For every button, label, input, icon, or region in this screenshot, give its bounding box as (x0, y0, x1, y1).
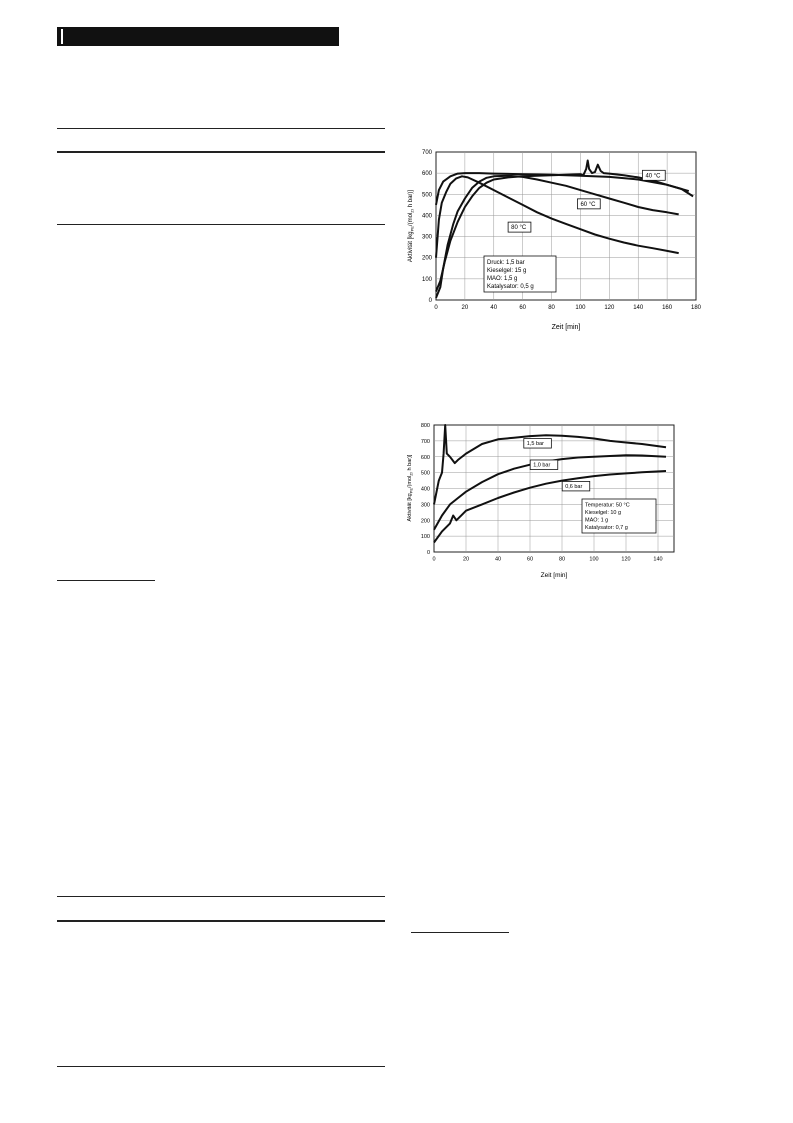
y-tick-label: 600 (422, 171, 433, 177)
y-tick-label: 600 (421, 455, 430, 461)
footnote-rule-right (411, 932, 509, 933)
condition-text: Kieselgel: 15 g (487, 268, 526, 274)
x-tick-label: 180 (691, 305, 702, 311)
condition-text: Katalysator: 0,7 g (585, 525, 628, 531)
section-header-bar (57, 27, 339, 46)
chart-1-xlabel: Zeit [min] (552, 324, 581, 331)
activity-temperature-chart: 0 100 200 300 400 500 600 700 0 20 40 60 80 100 120 14… (400, 140, 710, 340)
x-tick-label: 160 (662, 305, 673, 311)
series-label: 40 °C (645, 173, 661, 179)
series-label: 0,6 bar (565, 484, 582, 490)
series-label: 80 °C (511, 225, 527, 231)
y-tick-label: 300 (421, 502, 430, 508)
chart-2-svg: 0 100 200 300 400 500 600 700 800 0 20 40 60 80 100 12… (400, 415, 690, 585)
condition-text: Kieselgel: 10 g (585, 510, 621, 516)
x-tick-label: 100 (575, 305, 586, 311)
y-tick-label: 0 (429, 298, 433, 304)
table2-header-rule (57, 920, 385, 922)
y-tick-label: 200 (422, 256, 433, 262)
x-tick-label: 120 (621, 557, 630, 563)
y-tick-label: 400 (422, 213, 433, 219)
y-tick-label: 0 (427, 550, 430, 556)
condition-text: Temperatur: 50 °C (585, 503, 630, 509)
x-tick-label: 100 (589, 557, 598, 563)
chart-2-ylabel: Aktivität [kgPE/(molZr h bar)] (407, 454, 414, 521)
condition-text: Katalysator: 0,5 g (487, 284, 534, 290)
header-bar-marker (61, 29, 63, 44)
table2-top-rule (57, 896, 385, 897)
table-top-rule (57, 128, 385, 129)
series-label: 1,5 bar (527, 441, 544, 447)
series-label: 1,0 bar (533, 462, 550, 468)
chart-1-ylabel: Aktivität [kgPE/(molZr h bar)] (408, 190, 415, 262)
x-tick-label: 0 (432, 557, 435, 563)
table-bottom-rule (57, 224, 385, 225)
x-tick-label: 40 (495, 557, 501, 563)
y-tick-label: 700 (421, 439, 430, 445)
x-tick-label: 20 (463, 557, 469, 563)
x-tick-label: 80 (548, 305, 555, 311)
series-label: 60 °C (580, 202, 596, 208)
x-tick-label: 140 (633, 305, 644, 311)
activity-pressure-chart: 0 100 200 300 400 500 600 700 800 0 20 40 60 80 100 12… (400, 415, 690, 585)
condition-text: Druck: 1,5 bar (487, 260, 525, 266)
x-tick-label: 80 (559, 557, 565, 563)
y-tick-label: 700 (422, 150, 433, 156)
y-tick-label: 100 (422, 277, 433, 283)
x-tick-label: 20 (462, 305, 469, 311)
table2-bottom-rule (57, 1066, 385, 1067)
y-tick-label: 800 (421, 423, 430, 429)
y-tick-label: 400 (421, 487, 430, 493)
x-tick-label: 140 (653, 557, 662, 563)
chart-1-svg: 0 100 200 300 400 500 600 700 0 20 40 60 80 100 120 14… (400, 140, 710, 340)
x-tick-label: 120 (604, 305, 615, 311)
chart-2-xlabel: Zeit [min] (541, 572, 568, 579)
condition-text: MAO: 1 g (585, 518, 608, 524)
y-tick-label: 500 (422, 192, 433, 198)
table-header-rule (57, 151, 385, 153)
condition-text: MAO: 1,5 g (487, 276, 517, 282)
y-tick-label: 300 (422, 235, 433, 241)
y-tick-label: 100 (421, 534, 430, 540)
y-tick-label: 200 (421, 518, 430, 524)
y-tick-label: 500 (421, 471, 430, 477)
footnote-rule (57, 580, 155, 581)
x-tick-label: 40 (490, 305, 497, 311)
x-tick-label: 60 (527, 557, 533, 563)
x-tick-label: 60 (519, 305, 526, 311)
x-tick-label: 0 (434, 305, 438, 311)
